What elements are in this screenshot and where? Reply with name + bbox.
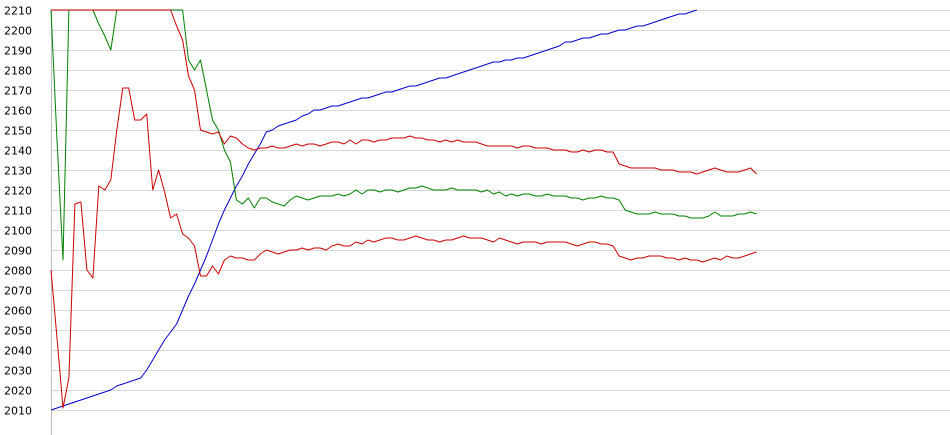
y-tick-label: 2060 <box>4 305 32 318</box>
y-tick-label: 2180 <box>4 65 32 78</box>
y-tick-label: 2150 <box>4 125 32 138</box>
y-axis-tick-labels: 2010 2020 2030 2040 2050 2060 2070 2080 2090 2100… <box>4 5 32 418</box>
y-tick-label: 2050 <box>4 325 32 338</box>
y-tick-label: 2190 <box>4 45 32 58</box>
y-tick-label: 2090 <box>4 245 32 258</box>
series-line-2 <box>50 9 757 261</box>
y-tick-label: 2100 <box>4 225 32 238</box>
y-tick-label: 2210 <box>4 5 32 18</box>
y-tick-label: 2200 <box>4 25 32 38</box>
y-tick-label: 2160 <box>4 105 32 118</box>
y-tick-label: 2040 <box>4 345 32 358</box>
y-tick-label: 2140 <box>4 145 32 158</box>
y-tick-label: 2080 <box>4 265 32 278</box>
grid-layer <box>51 10 950 411</box>
y-tick-label: 2110 <box>4 205 32 218</box>
series-line-3 <box>51 9 757 175</box>
y-tick-label: 2010 <box>4 405 32 418</box>
y-tick-label: 2070 <box>4 285 32 298</box>
y-tick-label: 2130 <box>4 165 32 178</box>
series-line-4 <box>50 87 757 409</box>
y-tick-label: 2030 <box>4 365 32 378</box>
y-tick-label: 2120 <box>4 185 32 198</box>
series-line-1 <box>50 9 697 411</box>
series-layer <box>50 9 757 411</box>
y-tick-label: 2170 <box>4 85 32 98</box>
y-tick-label: 2020 <box>4 385 32 398</box>
